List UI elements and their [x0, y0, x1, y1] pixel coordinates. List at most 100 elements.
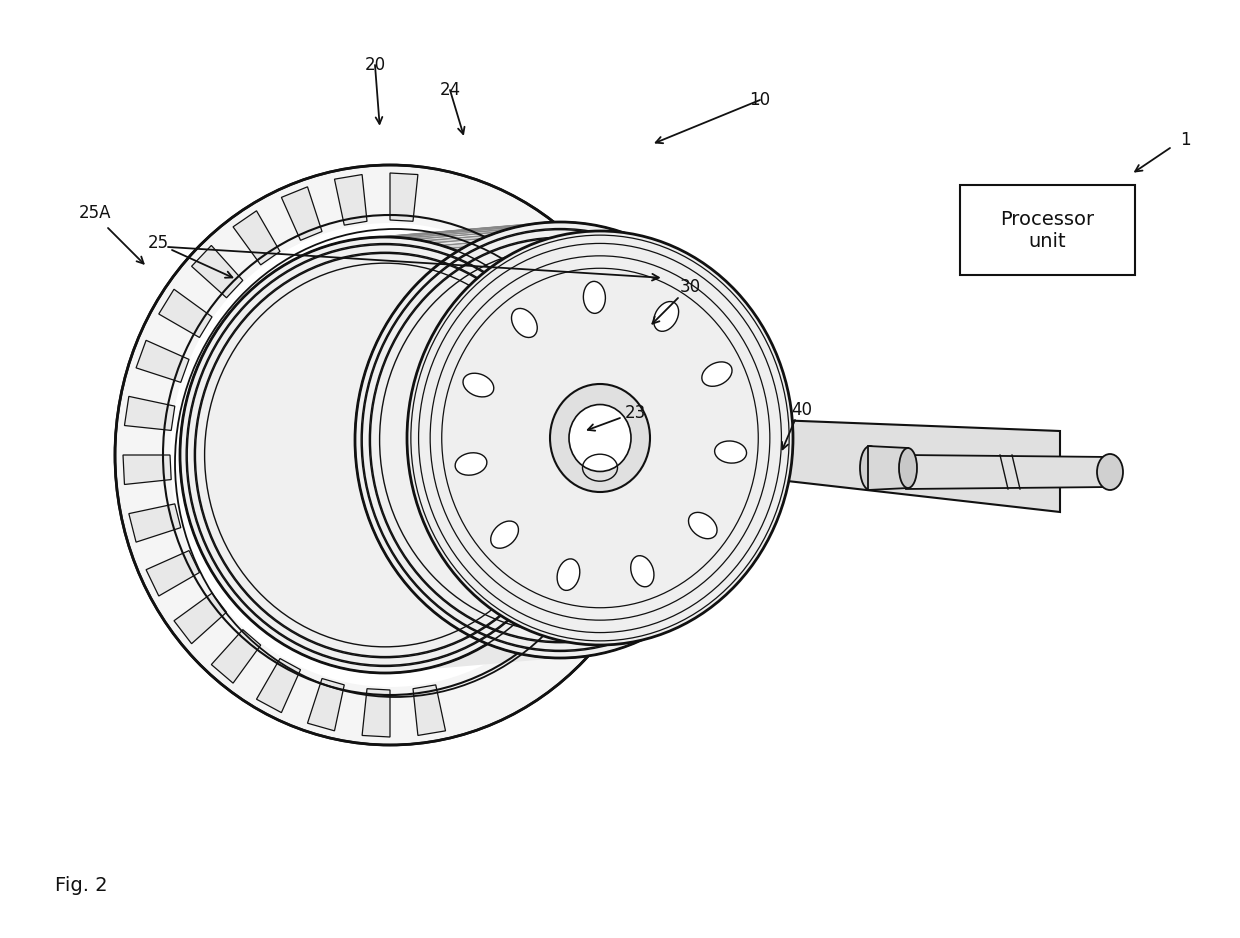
Polygon shape [232, 293, 409, 310]
Polygon shape [123, 455, 171, 485]
Polygon shape [186, 383, 362, 401]
Polygon shape [233, 211, 280, 265]
Polygon shape [295, 243, 472, 259]
Ellipse shape [491, 522, 518, 548]
Text: Fig. 2: Fig. 2 [55, 875, 108, 895]
Polygon shape [544, 297, 720, 325]
Polygon shape [329, 230, 506, 246]
Polygon shape [559, 320, 735, 348]
Polygon shape [136, 340, 188, 383]
Ellipse shape [170, 223, 610, 687]
Text: 23: 23 [625, 404, 646, 422]
Polygon shape [221, 308, 397, 325]
Ellipse shape [455, 453, 487, 476]
Polygon shape [279, 251, 456, 268]
FancyBboxPatch shape [960, 185, 1135, 275]
Ellipse shape [557, 559, 580, 590]
Polygon shape [413, 685, 445, 735]
Polygon shape [582, 371, 756, 401]
Polygon shape [195, 356, 371, 374]
Ellipse shape [463, 373, 494, 397]
Polygon shape [549, 305, 725, 332]
Polygon shape [311, 235, 489, 251]
Polygon shape [211, 323, 387, 340]
Text: 30: 30 [680, 278, 701, 296]
Text: Processor
unit: Processor unit [1001, 209, 1095, 250]
Polygon shape [226, 300, 403, 317]
Polygon shape [281, 187, 322, 240]
Text: 25: 25 [148, 234, 169, 252]
Polygon shape [362, 688, 391, 737]
Polygon shape [575, 353, 751, 383]
Polygon shape [568, 336, 744, 365]
Polygon shape [415, 223, 594, 241]
Ellipse shape [355, 222, 765, 658]
Ellipse shape [180, 237, 590, 673]
Polygon shape [424, 225, 603, 243]
Polygon shape [174, 593, 227, 643]
Polygon shape [906, 455, 1110, 489]
Polygon shape [198, 348, 374, 365]
Polygon shape [578, 362, 754, 392]
Ellipse shape [583, 281, 605, 313]
Polygon shape [572, 344, 748, 374]
Polygon shape [391, 173, 418, 221]
Polygon shape [335, 174, 367, 225]
Text: 24: 24 [439, 81, 460, 99]
Polygon shape [337, 228, 515, 243]
Text: 1: 1 [1179, 131, 1190, 149]
Polygon shape [381, 222, 558, 237]
Polygon shape [868, 446, 908, 490]
Polygon shape [192, 365, 367, 383]
Polygon shape [532, 283, 709, 310]
Polygon shape [258, 267, 435, 284]
Polygon shape [384, 222, 765, 673]
Ellipse shape [512, 309, 537, 338]
Polygon shape [520, 271, 697, 296]
Ellipse shape [688, 512, 717, 538]
Ellipse shape [115, 165, 665, 745]
Polygon shape [433, 227, 611, 246]
Polygon shape [564, 327, 740, 356]
Polygon shape [372, 222, 549, 237]
Polygon shape [346, 225, 523, 241]
Polygon shape [303, 239, 481, 255]
Polygon shape [192, 246, 243, 297]
Polygon shape [124, 397, 175, 431]
Ellipse shape [653, 301, 678, 331]
Polygon shape [308, 678, 345, 731]
Polygon shape [211, 629, 260, 683]
Polygon shape [506, 260, 682, 284]
Polygon shape [538, 290, 715, 317]
Polygon shape [257, 658, 300, 713]
Ellipse shape [702, 362, 732, 386]
Ellipse shape [551, 384, 650, 492]
Polygon shape [159, 289, 212, 338]
Polygon shape [264, 262, 441, 279]
Polygon shape [441, 229, 620, 249]
Ellipse shape [569, 404, 631, 472]
Ellipse shape [861, 446, 880, 490]
Polygon shape [491, 250, 668, 273]
Ellipse shape [899, 448, 918, 488]
Polygon shape [272, 257, 449, 273]
Polygon shape [202, 340, 378, 356]
Polygon shape [244, 280, 422, 296]
Polygon shape [363, 223, 541, 238]
Polygon shape [129, 504, 181, 542]
Ellipse shape [714, 441, 746, 463]
Ellipse shape [631, 555, 653, 587]
Text: 25A: 25A [79, 204, 112, 222]
Polygon shape [467, 237, 645, 259]
Ellipse shape [1097, 454, 1123, 490]
Polygon shape [407, 222, 585, 239]
Polygon shape [554, 312, 732, 340]
Polygon shape [620, 414, 1060, 512]
Ellipse shape [407, 231, 794, 645]
Polygon shape [512, 265, 689, 290]
Polygon shape [320, 233, 497, 249]
Polygon shape [498, 254, 676, 279]
Polygon shape [389, 222, 567, 237]
Polygon shape [250, 273, 428, 290]
Polygon shape [146, 551, 200, 596]
